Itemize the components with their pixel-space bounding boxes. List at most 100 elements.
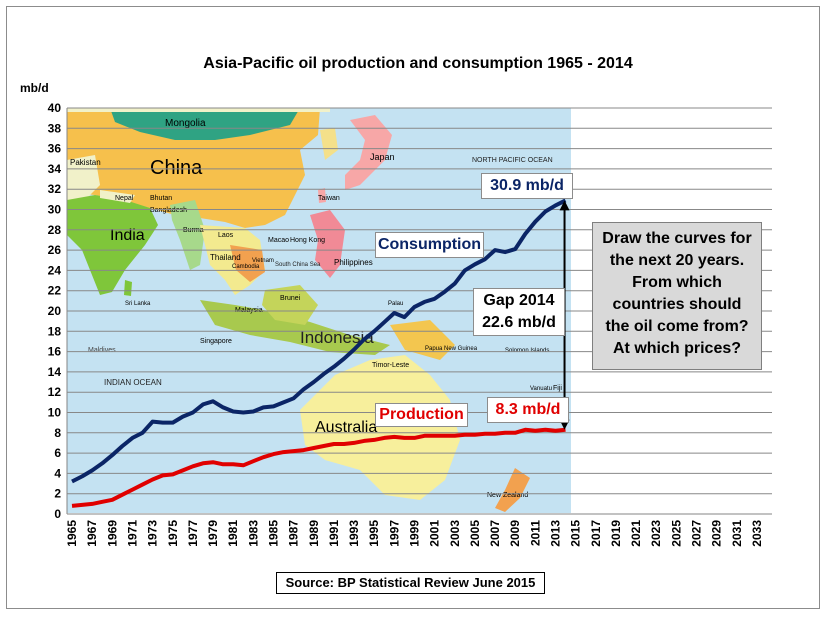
y-tick-label: 36 (48, 142, 62, 156)
source-note: Source: BP Statistical Review June 2015 (276, 572, 545, 594)
map-label: China (150, 157, 203, 179)
question-line: From which (632, 274, 722, 291)
map-label: Australia (315, 419, 377, 436)
map-label: Palau (388, 301, 403, 307)
y-tick-label: 24 (48, 263, 62, 277)
x-tick-label: 2009 (508, 520, 522, 547)
map-label: Burma (183, 227, 204, 234)
x-tick-label: 2013 (548, 520, 562, 547)
question-line: countries should (612, 296, 742, 313)
map-label: Indonesia (300, 328, 374, 347)
question-box: Draw the curves for the next 20 years. F… (592, 222, 762, 370)
map-label: Thailand (210, 253, 241, 262)
y-tick-label: 4 (54, 466, 61, 480)
y-tick-label: 32 (48, 182, 62, 196)
y-tick-label: 8 (54, 426, 61, 440)
map-label: Vanuatu (530, 386, 552, 392)
y-tick-label: 18 (48, 324, 62, 338)
x-tick-label: 1985 (266, 520, 280, 547)
gap-annotation: Gap 2014 22.6 mb/d (473, 288, 565, 336)
x-tick-label: 1997 (387, 520, 401, 547)
x-tick-label: 1965 (65, 520, 79, 547)
y-tick-label: 34 (48, 162, 62, 176)
map-label: Brunei (280, 295, 301, 302)
production-series-label: Production (375, 403, 468, 427)
y-tick-label: 12 (48, 385, 62, 399)
consumption-2014-label: 30.9 mb/d (481, 173, 573, 199)
y-tick-label: 10 (48, 406, 62, 420)
x-tick-label: 1983 (246, 520, 260, 547)
map-label: Bangladesh (150, 207, 187, 214)
map-label: Cambodia (232, 264, 260, 270)
map-label: Fiji (553, 385, 562, 392)
question-line: At which prices? (612, 340, 742, 357)
series-line-consumption (71, 198, 567, 484)
map-label: Taiwan (318, 195, 340, 202)
x-tick-label: 2015 (569, 520, 583, 547)
map-label: Pakistan (70, 158, 101, 167)
x-tick-label: 1989 (307, 520, 321, 547)
y-tick-label: 20 (48, 304, 62, 318)
y-axis-label: mb/d (20, 81, 49, 95)
map-label: South China Sea (275, 262, 321, 268)
map-label: Japan (370, 152, 395, 162)
x-tick-label: 1975 (166, 520, 180, 547)
series-line-production (71, 427, 566, 508)
x-tick-label: 1981 (226, 520, 240, 547)
x-tick-label: 2005 (468, 520, 482, 547)
question-line: the next 20 years. (609, 252, 745, 269)
x-axis-ticks: 1965 1967 1969 1971 1973 1975 1977 1979 1981 1983… (65, 520, 764, 547)
map-label: India (110, 227, 145, 244)
x-tick-label: 2019 (609, 520, 623, 547)
map-label: Sri Lanka (125, 301, 151, 307)
x-tick-label: 1991 (327, 520, 341, 547)
map-label: Macao (268, 237, 289, 244)
x-tick-label: 1993 (347, 520, 361, 547)
x-tick-label: 1969 (105, 520, 119, 547)
map-label: Hong Kong (290, 237, 325, 244)
production-2014-label: 8.3 mb/d (487, 397, 569, 423)
x-tick-label: 1987 (287, 520, 301, 547)
x-tick-label: 1971 (125, 520, 139, 547)
map-label: Nepal (115, 195, 134, 202)
x-tick-label: 2011 (528, 520, 542, 546)
consumption-series-label: Consumption (375, 232, 484, 258)
question-line: the oil come from? (605, 318, 749, 335)
map-label: Philippines (334, 258, 373, 267)
x-tick-label: 1999 (407, 520, 421, 547)
map-label: Bhutan (150, 195, 172, 202)
y-tick-label: 16 (48, 345, 62, 359)
x-tick-label: 2001 (428, 520, 442, 547)
x-tick-label: 1995 (367, 520, 381, 547)
x-tick-label: 2031 (730, 520, 744, 547)
map-label: Vietnam (252, 258, 274, 264)
y-tick-label: 30 (48, 203, 62, 217)
map-label: Papua New Guinea (425, 346, 478, 352)
map-label: Maldives (88, 347, 116, 354)
y-tick-label: 0 (54, 507, 61, 521)
map-labels: Mongolia China Pakistan Nepal India Bhutan Ban… (70, 118, 562, 499)
map-label: Solomon Islands (505, 348, 549, 354)
gap-title: Gap 2014 (483, 292, 555, 309)
y-tick-label: 28 (48, 223, 62, 237)
x-tick-label: 2007 (488, 520, 502, 547)
x-tick-label: 2023 (649, 520, 663, 547)
x-tick-label: 2017 (589, 520, 603, 547)
chart-title: Asia-Pacific oil production and consumpt… (203, 55, 633, 72)
x-tick-label: 2025 (669, 520, 683, 547)
y-tick-label: 22 (48, 284, 62, 298)
map-label: Mongolia (165, 118, 206, 129)
map-label: Laos (218, 232, 234, 239)
x-tick-label: 2027 (689, 520, 703, 547)
map-label: Singapore (200, 338, 232, 345)
x-tick-label: 2033 (750, 520, 764, 547)
x-tick-label: 1977 (186, 520, 200, 547)
map-label: Timor-Leste (372, 362, 409, 369)
y-tick-label: 38 (48, 121, 62, 135)
x-tick-label: 2021 (629, 520, 643, 547)
y-tick-label: 40 (48, 101, 62, 115)
map-label: NORTH PACIFIC OCEAN (472, 157, 553, 164)
y-tick-label: 2 (54, 487, 61, 501)
y-tick-label: 26 (48, 243, 62, 257)
